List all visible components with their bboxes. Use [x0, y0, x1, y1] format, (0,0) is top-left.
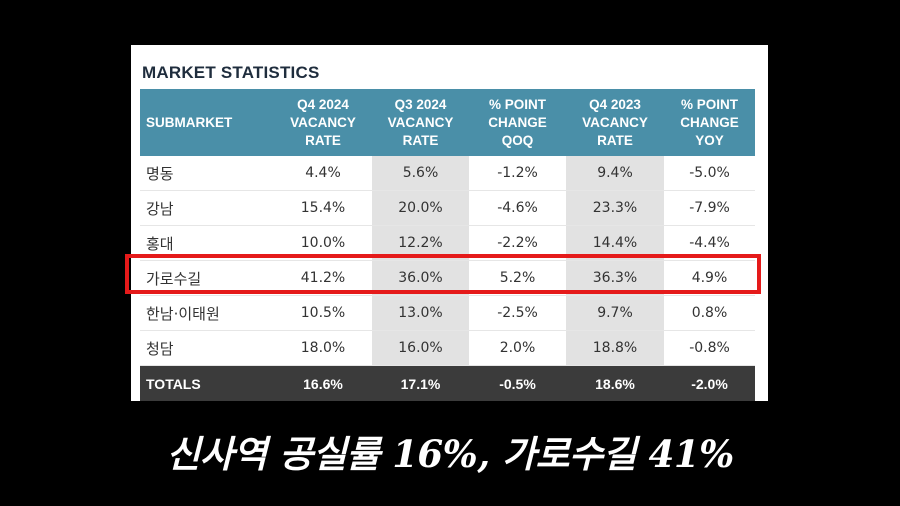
header-change-yoy: % POINT CHANGE YOY: [664, 89, 755, 156]
cell-q3-2024: 13.0%: [372, 295, 469, 331]
cell-q4-2024: 41.2%: [274, 260, 372, 296]
cell-submarket: 강남: [140, 190, 274, 226]
totals-label: TOTALS: [140, 365, 274, 401]
cell-q3-2024: 20.0%: [372, 190, 469, 226]
cell-submarket: 명동: [140, 156, 274, 191]
header-submarket: SUBMARKET: [140, 89, 274, 156]
cell-change-yoy: 4.9%: [664, 260, 755, 296]
cell-change-qoq: -2.2%: [469, 225, 566, 261]
cell-change-qoq: -1.2%: [469, 156, 566, 191]
cell-q4-2023: 9.7%: [566, 295, 664, 331]
cell-q4-2023: 9.4%: [566, 156, 664, 191]
cell-change-yoy: -7.9%: [664, 190, 755, 226]
cell-q4-2024: 15.4%: [274, 190, 372, 226]
table-row: 한남·이태원 10.5% 13.0% -2.5% 9.7% 0.8%: [140, 295, 755, 331]
market-statistics-table: SUBMARKET Q4 2024 VACANCY RATE Q3 2024 V…: [140, 89, 755, 401]
cell-q4-2023: 36.3%: [566, 260, 664, 296]
cell-q4-2024: 10.5%: [274, 295, 372, 331]
cell-submarket: 청담: [140, 330, 274, 366]
cell-q4-2023: 14.4%: [566, 225, 664, 261]
totals-q4-2023: 18.6%: [566, 365, 664, 401]
cell-submarket: 한남·이태원: [140, 295, 274, 331]
cell-submarket: 홍대: [140, 225, 274, 261]
market-statistics-card: MARKET STATISTICS SUBMARKET Q4 2024 VACA…: [131, 45, 768, 401]
cell-q4-2024: 18.0%: [274, 330, 372, 366]
table-row: 청담 18.0% 16.0% 2.0% 18.8% -0.8%: [140, 330, 755, 366]
header-q4-2023: Q4 2023 VACANCY RATE: [566, 89, 664, 156]
cell-q4-2023: 18.8%: [566, 330, 664, 366]
header-row: SUBMARKET Q4 2024 VACANCY RATE Q3 2024 V…: [140, 89, 755, 156]
cell-q3-2024: 12.2%: [372, 225, 469, 261]
totals-row: TOTALS 16.6% 17.1% -0.5% 18.6% -2.0%: [140, 365, 755, 401]
totals-change-yoy: -2.0%: [664, 365, 755, 401]
cell-q4-2023: 23.3%: [566, 190, 664, 226]
cell-q3-2024: 36.0%: [372, 260, 469, 296]
header-q3-2024: Q3 2024 VACANCY RATE: [372, 89, 469, 156]
table-row-highlighted: 가로수길 41.2% 36.0% 5.2% 36.3% 4.9%: [140, 260, 755, 296]
subtitle-caption: 신사역 공실률 16%, 가로수길 41%: [166, 432, 734, 476]
header-q4-2024: Q4 2024 VACANCY RATE: [274, 89, 372, 156]
table-title: MARKET STATISTICS: [142, 63, 320, 82]
totals-change-qoq: -0.5%: [469, 365, 566, 401]
cell-change-qoq: -4.6%: [469, 190, 566, 226]
table-row: 강남 15.4% 20.0% -4.6% 23.3% -7.9%: [140, 190, 755, 226]
table-row: 홍대 10.0% 12.2% -2.2% 14.4% -4.4%: [140, 225, 755, 261]
cell-submarket: 가로수길: [140, 260, 274, 296]
cell-q3-2024: 5.6%: [372, 156, 469, 191]
cell-q3-2024: 16.0%: [372, 330, 469, 366]
table-row: 명동 4.4% 5.6% -1.2% 9.4% -5.0%: [140, 156, 755, 191]
totals-q4-2024: 16.6%: [274, 365, 372, 401]
cell-q4-2024: 10.0%: [274, 225, 372, 261]
cell-change-qoq: 5.2%: [469, 260, 566, 296]
cell-change-yoy: -5.0%: [664, 156, 755, 191]
cell-change-qoq: -2.5%: [469, 295, 566, 331]
cell-change-yoy: -4.4%: [664, 225, 755, 261]
cell-change-qoq: 2.0%: [469, 330, 566, 366]
cell-q4-2024: 4.4%: [274, 156, 372, 191]
cell-change-yoy: -0.8%: [664, 330, 755, 366]
totals-q3-2024: 17.1%: [372, 365, 469, 401]
cell-change-yoy: 0.8%: [664, 295, 755, 331]
header-change-qoq: % POINT CHANGE QOQ: [469, 89, 566, 156]
